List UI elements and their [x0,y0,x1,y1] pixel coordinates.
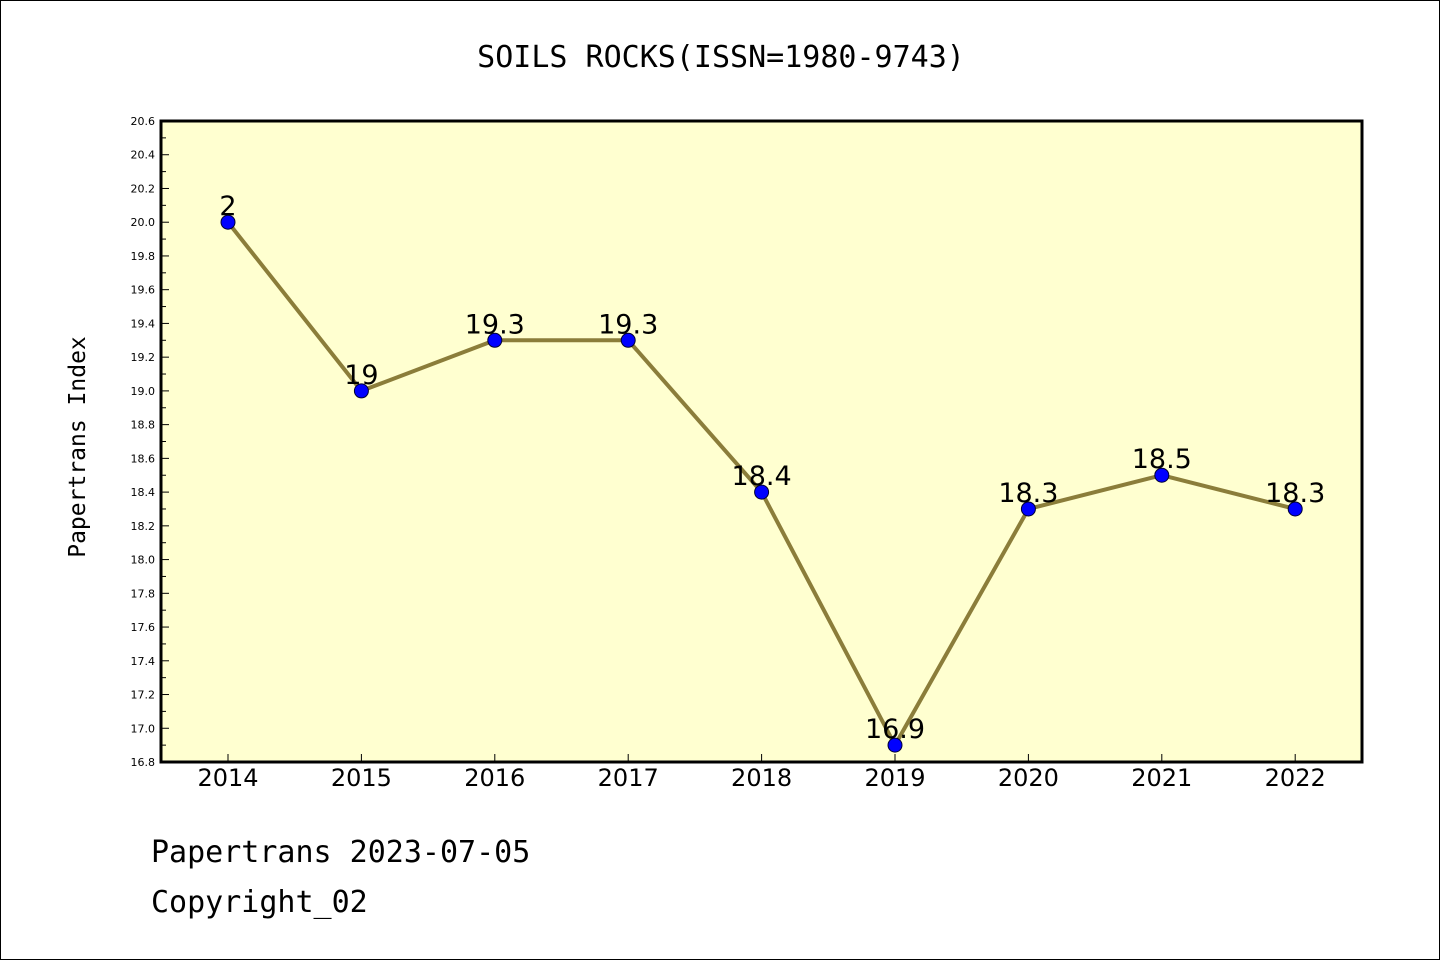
x-tick-label: 2019 [864,764,925,792]
y-tick-label: 17.8 [131,587,156,600]
data-label: 19.3 [598,309,658,340]
x-tick-label: 2014 [197,764,258,792]
x-tick-label: 2020 [998,764,1059,792]
data-label: 18.4 [732,461,792,492]
x-tick-label: 2016 [464,764,525,792]
data-label: 18.3 [1265,478,1325,509]
data-point [754,484,770,500]
y-tick-label: 17.4 [131,655,156,668]
x-tick-label: 2018 [731,764,792,792]
y-tick-label: 19.2 [131,351,156,364]
data-point [620,332,636,348]
data-label: 19 [344,360,378,391]
y-tick-label: 18.4 [131,486,156,499]
data-label: 18.3 [998,478,1058,509]
y-tick-label: 20.0 [131,216,156,229]
data-point [1154,467,1170,483]
y-tick-label: 16.8 [131,756,156,769]
y-tick-label: 17.6 [131,621,156,634]
data-point [353,383,369,399]
plot-area [159,119,1364,764]
data-label: 16.9 [865,714,925,745]
x-tick-label: 2022 [1265,764,1326,792]
y-tick-label: 20.4 [131,149,156,162]
y-tick-label: 18.6 [131,452,156,465]
x-tick-label: 2015 [331,764,392,792]
y-tick-label: 17.2 [131,689,156,702]
y-tick-label: 19.6 [131,284,156,297]
y-tick-label: 19.4 [131,317,156,330]
series-line-group [220,214,1303,753]
y-tick-label: 18.2 [131,520,156,533]
y-axis-label: Papertrans Index [65,336,91,558]
y-tick-label: 20.6 [131,115,156,128]
x-tick-label: 2017 [598,764,659,792]
x-tick-label: 2021 [1131,764,1192,792]
footer-date: Papertrans 2023-07-05 [151,835,531,870]
data-labels: 2 19 19.3 19.3 18.4 16.9 18.3 18.5 18.3 [219,191,1325,745]
data-label: 18.5 [1132,444,1192,475]
y-tick-label: 17.0 [131,722,156,735]
data-point [887,737,903,753]
data-point [220,214,236,230]
footer-copyright: Copyright_02 [151,885,368,920]
chart-title: SOILS ROCKS(ISSN=1980-9743) [477,40,965,75]
y-tick-label: 18.8 [131,419,156,432]
y-tick-label: 18.0 [131,554,156,567]
data-point [487,332,503,348]
data-label: 2 [219,191,236,222]
y-axis-ticks: 16.8 17.0 17.2 17.4 17.6 17.8 18.0 18.2 18.4 18.6… [131,115,169,769]
y-tick-label: 20.2 [131,182,156,195]
data-point [1020,501,1036,517]
y-tick-label: 19.0 [131,385,156,398]
data-label: 19.3 [465,309,525,340]
y-tick-label: 19.8 [131,250,156,263]
data-point [1287,501,1303,517]
x-axis-ticks: 2014 2015 2016 2017 2018 2019 2020 2021 2022 [197,754,1326,792]
